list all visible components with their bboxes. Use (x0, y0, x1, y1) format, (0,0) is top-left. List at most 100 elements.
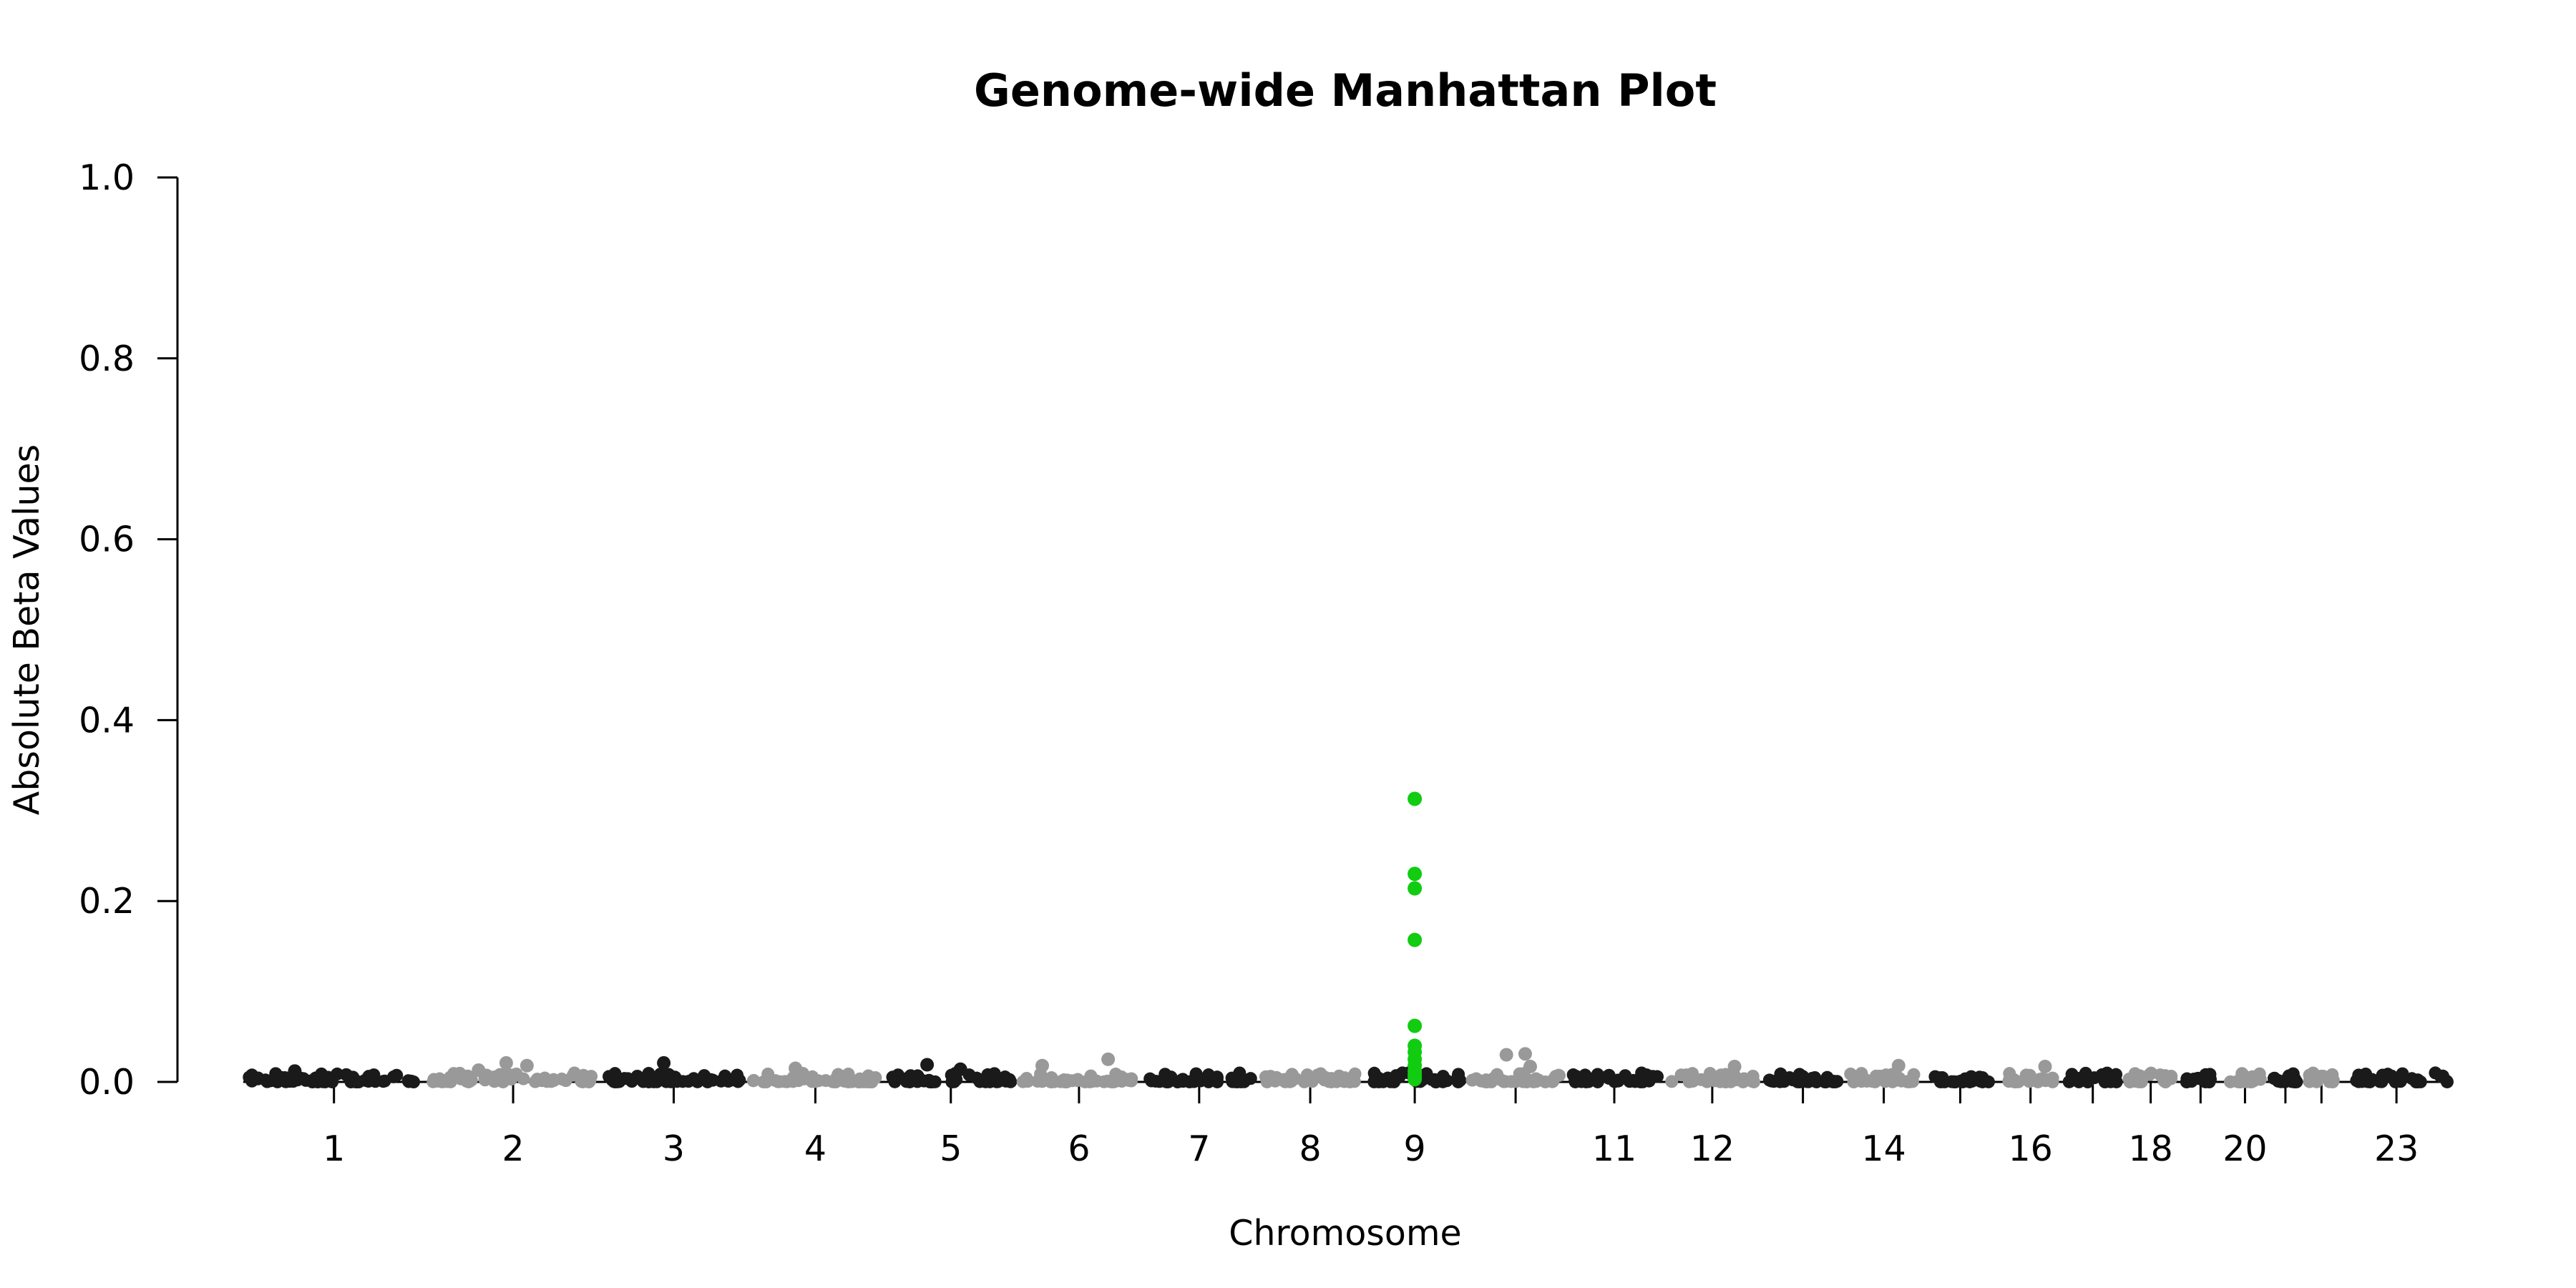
data-point (1279, 1073, 1292, 1086)
data-point (613, 1075, 626, 1088)
data-point (269, 1067, 283, 1080)
data-point (1865, 1075, 1879, 1088)
data-point (1762, 1073, 1776, 1087)
data-point (517, 1072, 530, 1085)
data-point (789, 1061, 803, 1075)
data-point (1020, 1071, 1033, 1085)
highlighted-data-point (1407, 1072, 1423, 1087)
data-point (1297, 1075, 1311, 1088)
highlighted-data-point (1407, 1018, 1423, 1033)
data-point (2087, 1071, 2101, 1085)
x-tick-label: 7 (1188, 1128, 1210, 1169)
data-point (2180, 1075, 2193, 1088)
data-point (2046, 1071, 2059, 1085)
data-point (1474, 1074, 1488, 1088)
data-point (1646, 1070, 1659, 1083)
data-point (1819, 1075, 1833, 1088)
data-point (2009, 1075, 2023, 1088)
data-point (1777, 1075, 1791, 1088)
data-point (805, 1075, 819, 1088)
data-point (1101, 1052, 1116, 1066)
data-point (625, 1075, 639, 1088)
data-point (1737, 1075, 1750, 1088)
x-tick-label: 23 (2374, 1128, 2419, 1169)
data-point (2165, 1072, 2178, 1085)
data-point (682, 1075, 696, 1088)
data-point (1700, 1075, 1714, 1088)
data-point (911, 1069, 924, 1083)
data-point (1665, 1075, 1679, 1088)
y-ticks: 0.0 0.2 0.4 0.6 0.8 1.0 (79, 157, 177, 1103)
data-point (401, 1074, 415, 1088)
data-point (2434, 1070, 2448, 1083)
x-tick-label: 16 (2008, 1128, 2052, 1169)
data-point (1635, 1066, 1649, 1080)
data-point (2198, 1075, 2212, 1088)
data-point (1727, 1060, 1742, 1074)
data-point (970, 1071, 984, 1085)
data-point (1125, 1072, 1138, 1085)
data-point (1933, 1075, 1947, 1088)
data-point (2223, 1075, 2237, 1088)
highlight-points (1407, 791, 1423, 1087)
x-tick-label: 6 (1068, 1128, 1090, 1169)
data-point (650, 1075, 664, 1088)
data-point (657, 1055, 671, 1070)
data-point (760, 1073, 774, 1087)
data-point (472, 1063, 486, 1078)
data-point (1903, 1075, 1916, 1088)
data-point (706, 1073, 719, 1087)
data-point (857, 1075, 871, 1088)
data-point (787, 1074, 801, 1088)
data-point (1523, 1074, 1536, 1088)
data-point (1451, 1070, 1465, 1083)
data-point (2022, 1075, 2036, 1088)
data-point (1830, 1075, 1844, 1088)
data-point (2411, 1075, 2424, 1088)
data-point (1948, 1075, 1961, 1088)
data-point (726, 1073, 740, 1087)
data-point (2098, 1075, 2112, 1088)
x-tick-label: 3 (663, 1128, 685, 1169)
data-point (2352, 1068, 2366, 1082)
data-point (1674, 1068, 1688, 1082)
data-point (1035, 1058, 1050, 1073)
data-point (436, 1075, 449, 1088)
data-point (1623, 1075, 1636, 1088)
data-point (519, 1058, 534, 1073)
data-point (1844, 1067, 1858, 1080)
y-tick-label: 1.0 (79, 157, 135, 198)
highlighted-data-point (1407, 881, 1423, 896)
data-point (2326, 1073, 2340, 1087)
x-tick-label: 14 (1861, 1128, 1906, 1169)
data-point (318, 1070, 331, 1084)
y-tick-label: 0.2 (79, 881, 135, 922)
data-point (888, 1075, 902, 1088)
data-point (1211, 1075, 1224, 1088)
data-point (2127, 1073, 2141, 1086)
data-point (367, 1068, 381, 1082)
data-point (463, 1075, 477, 1088)
data-point (1878, 1075, 1892, 1088)
data-point (499, 1055, 513, 1070)
x-tick-label: 1 (323, 1128, 345, 1169)
data-point (1714, 1075, 1727, 1088)
data-point (1060, 1075, 1073, 1088)
y-tick-label: 0.0 (79, 1062, 135, 1103)
data-point (1390, 1069, 1403, 1083)
data-point (1611, 1073, 1624, 1087)
data-point (1175, 1073, 1189, 1087)
data-point (637, 1074, 650, 1088)
data-point (925, 1075, 939, 1088)
highlighted-data-point (1407, 791, 1423, 806)
data-point (2288, 1075, 2301, 1088)
data-point (953, 1062, 967, 1076)
data-point (2038, 1060, 2052, 1074)
data-point (2065, 1068, 2079, 1081)
data-point (1189, 1073, 1203, 1087)
data-point (378, 1074, 391, 1088)
y-axis-label: Absolute Beta Values (6, 444, 47, 815)
data-point (1499, 1048, 1513, 1062)
